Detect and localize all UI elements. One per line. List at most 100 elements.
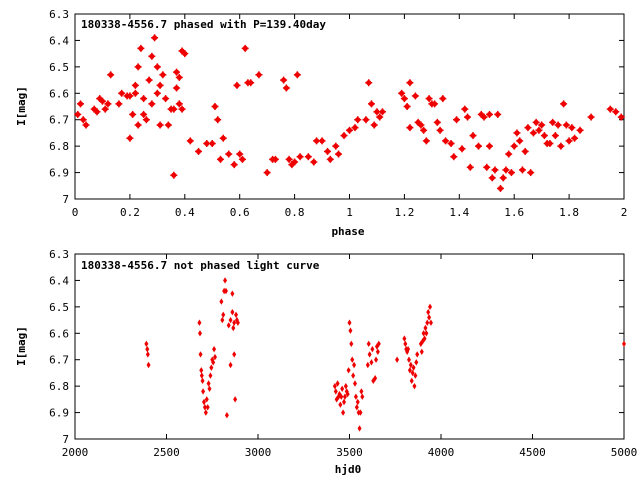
phased-y-tick-label: 7	[62, 193, 69, 206]
phased-data-point	[129, 110, 137, 118]
phased-data-point	[433, 118, 441, 126]
phased-data-point	[513, 129, 521, 137]
phased-data-point	[340, 132, 348, 140]
unphased-data-point	[223, 287, 228, 295]
phased-data-point	[126, 92, 134, 100]
phased-data-point	[422, 137, 430, 145]
phased-data-point	[403, 103, 411, 110]
unphased-data-point	[348, 327, 353, 334]
unphased-x-tick-label: 2500	[153, 446, 180, 459]
unphased-data-point	[403, 340, 408, 348]
unphased-data-point	[358, 409, 363, 416]
phased-data-point	[230, 161, 238, 169]
phased-data-point	[469, 132, 477, 140]
phased-data-point	[466, 163, 474, 171]
phased-data-point	[521, 147, 529, 155]
unphased-data-point	[409, 377, 414, 385]
phased-plot-title: 180338-4556.7 phased with P=139.40day	[81, 18, 326, 31]
phased-data-point	[557, 142, 565, 150]
phased-data-point	[293, 71, 301, 79]
unphased-data-point	[414, 359, 419, 366]
phased-data-point	[400, 95, 408, 103]
phased-data-point	[549, 118, 557, 126]
phased-data-point	[565, 137, 573, 145]
phased-data-point	[74, 110, 82, 118]
phased-data-point	[134, 121, 142, 129]
unphased-data-point	[199, 367, 204, 374]
unphased-data-point	[376, 340, 381, 348]
phased-data-point	[576, 126, 584, 134]
phased-data-point	[491, 166, 499, 174]
unphased-data-point	[353, 393, 358, 400]
unphased-data-point	[350, 356, 355, 363]
unphased-data-point	[410, 369, 415, 377]
phased-data-point	[285, 155, 293, 163]
phased-data-point	[195, 147, 203, 155]
unphased-x-tick-label: 3000	[245, 446, 272, 459]
phased-data-point	[560, 100, 568, 108]
unphased-data-point	[369, 359, 374, 366]
unphased-data-point	[411, 364, 416, 371]
phased-data-point	[181, 50, 189, 58]
phased-data-point	[529, 129, 537, 137]
unphased-data-point	[427, 314, 432, 321]
phased-data-points	[74, 34, 625, 192]
unphased-data-point	[349, 340, 354, 348]
phased-data-point	[151, 34, 159, 42]
unphased-data-point	[211, 359, 216, 366]
phased-data-point	[406, 124, 414, 132]
unphased-y-tick-label: 6.8	[49, 380, 69, 393]
unphased-data-point	[205, 404, 210, 411]
unphased-data-point	[370, 345, 375, 353]
phased-x-tick-label: 0.6	[230, 206, 250, 219]
phased-data-point	[148, 100, 156, 108]
phased-data-point	[606, 105, 614, 113]
phased-data-point	[137, 44, 145, 52]
phased-data-point	[496, 184, 504, 192]
unphased-data-point	[197, 319, 202, 326]
phased-data-point	[376, 113, 384, 121]
unphased-y-tick-label: 6.7	[49, 354, 69, 367]
unphased-data-point	[339, 393, 344, 400]
phased-data-point	[178, 105, 186, 113]
phased-data-point	[540, 132, 548, 140]
unphased-data-point	[221, 311, 226, 318]
phased-data-point	[365, 79, 373, 87]
phased-data-point	[612, 108, 620, 116]
unphased-data-point	[342, 393, 347, 400]
phased-data-point	[442, 137, 450, 145]
phased-data-point	[131, 89, 139, 97]
unphased-data-point	[406, 345, 411, 353]
unphased-data-point	[219, 298, 224, 305]
unphased-data-point	[199, 372, 204, 379]
phased-data-point	[76, 100, 84, 108]
unphased-data-point	[144, 340, 149, 348]
phased-data-point	[148, 52, 156, 60]
unphased-y-tick-label: 6.5	[49, 301, 69, 314]
phased-x-tick-label: 0.4	[175, 206, 195, 219]
unphased-data-point	[224, 412, 229, 419]
phased-data-point	[101, 105, 109, 113]
phased-y-tick-label: 6.9	[49, 167, 69, 180]
unphased-data-point	[198, 351, 203, 358]
phased-data-point	[411, 92, 419, 100]
phased-data-point	[447, 140, 455, 147]
unphased-data-point	[352, 361, 357, 369]
phased-data-point	[159, 71, 167, 79]
phased-data-point	[170, 171, 178, 179]
unphased-data-point	[338, 401, 343, 408]
phased-x-tick-label: 1	[346, 206, 353, 219]
phased-data-point	[420, 126, 428, 134]
phased-data-point	[79, 116, 87, 124]
phased-axis-ticks: 0 0.2 0.4 0.6 0.8 1 1.2 1.4 1.6 1.8 2 6.3 6.4 6.5 6.6 6…	[49, 8, 627, 219]
phased-plot-panel: 180338-4556.7 phased with P=139.40day ph…	[15, 8, 627, 238]
unphased-data-point	[206, 380, 211, 387]
phased-data-point	[131, 81, 139, 89]
phased-data-point	[255, 71, 263, 79]
phased-data-point	[362, 116, 370, 124]
unphased-data-point	[228, 316, 233, 324]
phased-data-point	[153, 63, 161, 71]
phased-data-point	[310, 158, 318, 166]
unphased-data-point	[235, 319, 240, 326]
phased-data-point	[173, 68, 181, 76]
